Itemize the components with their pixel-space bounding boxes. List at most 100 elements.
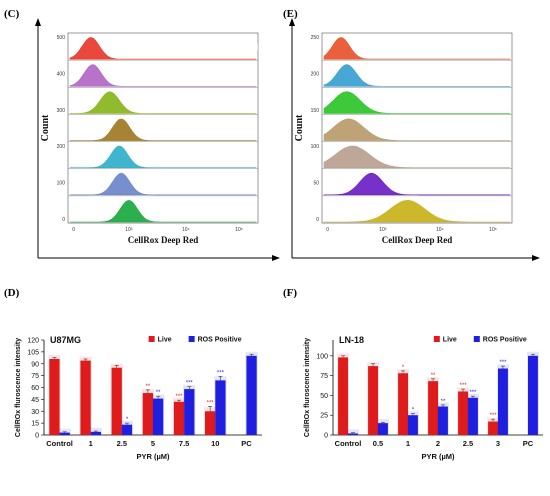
y-tick-label: 105 (27, 349, 39, 356)
histogram-x-tick: 10³ (379, 227, 387, 233)
histogram-peak (323, 91, 511, 114)
histogram-y-tick: 0 (316, 217, 319, 223)
histogram-peak (323, 37, 511, 60)
bar (90, 431, 101, 435)
histogram-y-tick: 200 (57, 144, 66, 150)
histogram-peak (323, 118, 511, 141)
histogram-row-label: 10 µM (195, 178, 220, 188)
bar-glow (347, 429, 359, 435)
x-tick-label: 2.5 (463, 439, 473, 448)
bar (49, 359, 60, 435)
outer-arrow-right-right (532, 255, 540, 261)
histogram-x-tick: 0 (326, 227, 329, 233)
histogram-row-label: 5.0 µM (195, 123, 223, 133)
x-tick-label: 0.5 (373, 439, 383, 448)
bar (153, 398, 164, 435)
bar (215, 380, 226, 435)
significance-marker: *** (490, 413, 498, 419)
histogram-y-tick: 100 (57, 181, 66, 187)
bar (378, 423, 388, 435)
bar (528, 355, 538, 435)
histogram-y-label: Count (294, 114, 305, 141)
x-tick-label: 3 (496, 439, 500, 448)
significance-marker: * (402, 365, 405, 371)
outer-axes-right (291, 22, 536, 259)
histogram-x-tick: 10³ (125, 227, 133, 233)
panel-label-c: (C) (4, 8, 20, 20)
histogram-peak (324, 199, 510, 223)
histogram-peak (69, 118, 257, 141)
legend-label: ROS Positive (483, 337, 527, 344)
significance-marker: *** (186, 381, 194, 387)
histogram-x-tick: 10⁵ (235, 227, 243, 233)
histogram-y-tick: 100 (311, 144, 320, 150)
panel-label-d: (D) (4, 287, 20, 299)
histogram-plot-area (67, 32, 259, 224)
x-tick-label: Control (46, 439, 73, 448)
bar (498, 368, 508, 435)
bar (488, 421, 498, 435)
x-tick-label: 1 (406, 439, 410, 448)
outer-axes-left (37, 22, 276, 259)
x-tick-label: 1 (89, 439, 93, 448)
histogram-panel-e: LN-18 Control 0.5 µM 1.0 µM 1.5 µM 2.0 µM 3.0… (294, 32, 513, 245)
histogram-row-label: 2.5 µM (195, 96, 223, 106)
histogram-row-label: 7.5 µM (195, 150, 223, 160)
x-axis-label: PYR (µM) (421, 452, 455, 461)
significance-marker: ** (146, 384, 151, 390)
histogram-row-label: PC (195, 205, 207, 215)
histogram-peak (69, 145, 257, 169)
outer-arrow-up-right (289, 18, 295, 26)
chart-title: U87MG (50, 335, 81, 345)
legend-label: ROS Positive (198, 337, 242, 344)
bar (368, 366, 378, 435)
y-tick-label: 0 (35, 433, 39, 440)
y-tick-label: 30 (31, 409, 39, 416)
histogram-peak (323, 172, 511, 196)
bar (348, 433, 358, 435)
histogram-row-label: 2.0 µM (449, 150, 477, 160)
significance-marker: ** (441, 399, 446, 405)
significance-marker: *** (207, 401, 215, 407)
legend-label: Live (158, 337, 172, 344)
histogram-row-label: U87MG Control (195, 42, 259, 52)
histogram-y-tick: 300 (57, 108, 66, 114)
histogram-y-tick: 500 (57, 35, 66, 41)
bar (458, 391, 468, 435)
chart-title: LN-18 (339, 335, 364, 345)
significance-marker: * (412, 408, 415, 414)
significance-marker: *** (175, 394, 183, 400)
significance-marker: *** (217, 370, 225, 376)
outer-arrow-right-left (272, 255, 280, 261)
outer-arrow-up-left (35, 18, 41, 26)
bar (205, 411, 216, 435)
y-tick-label: 75 (320, 373, 328, 380)
y-tick-label: 120 (27, 338, 39, 345)
legend-swatch (433, 336, 440, 342)
bar (184, 389, 195, 435)
histogram-y-tick: 200 (311, 71, 320, 77)
significance-marker: * (126, 417, 129, 423)
x-tick-label: 10 (211, 439, 219, 448)
y-tick-label: 100 (316, 353, 328, 360)
histogram-x-tick: 0 (72, 227, 75, 233)
y-tick-label: 45 (31, 397, 39, 404)
histogram-y-tick: 50 (313, 181, 319, 187)
histogram-x-tick: 10⁴ (182, 227, 190, 233)
significance-marker: *** (499, 360, 507, 366)
x-tick-label: 7.5 (179, 439, 189, 448)
legend-swatch (148, 336, 155, 342)
histogram-peak (69, 91, 257, 114)
y-tick-label: 25 (320, 413, 328, 420)
y-axis-label: CellROx fluroscence intensity (304, 338, 311, 437)
significance-marker: *** (460, 383, 468, 389)
y-tick-label: 90 (31, 361, 39, 368)
significance-marker: *** (469, 390, 477, 396)
histogram-y-tick: 400 (57, 71, 66, 77)
panel-label-e: (E) (283, 8, 298, 20)
y-tick-label: 60 (31, 385, 39, 392)
histogram-x-label: CellRox Deep Red (128, 235, 199, 245)
